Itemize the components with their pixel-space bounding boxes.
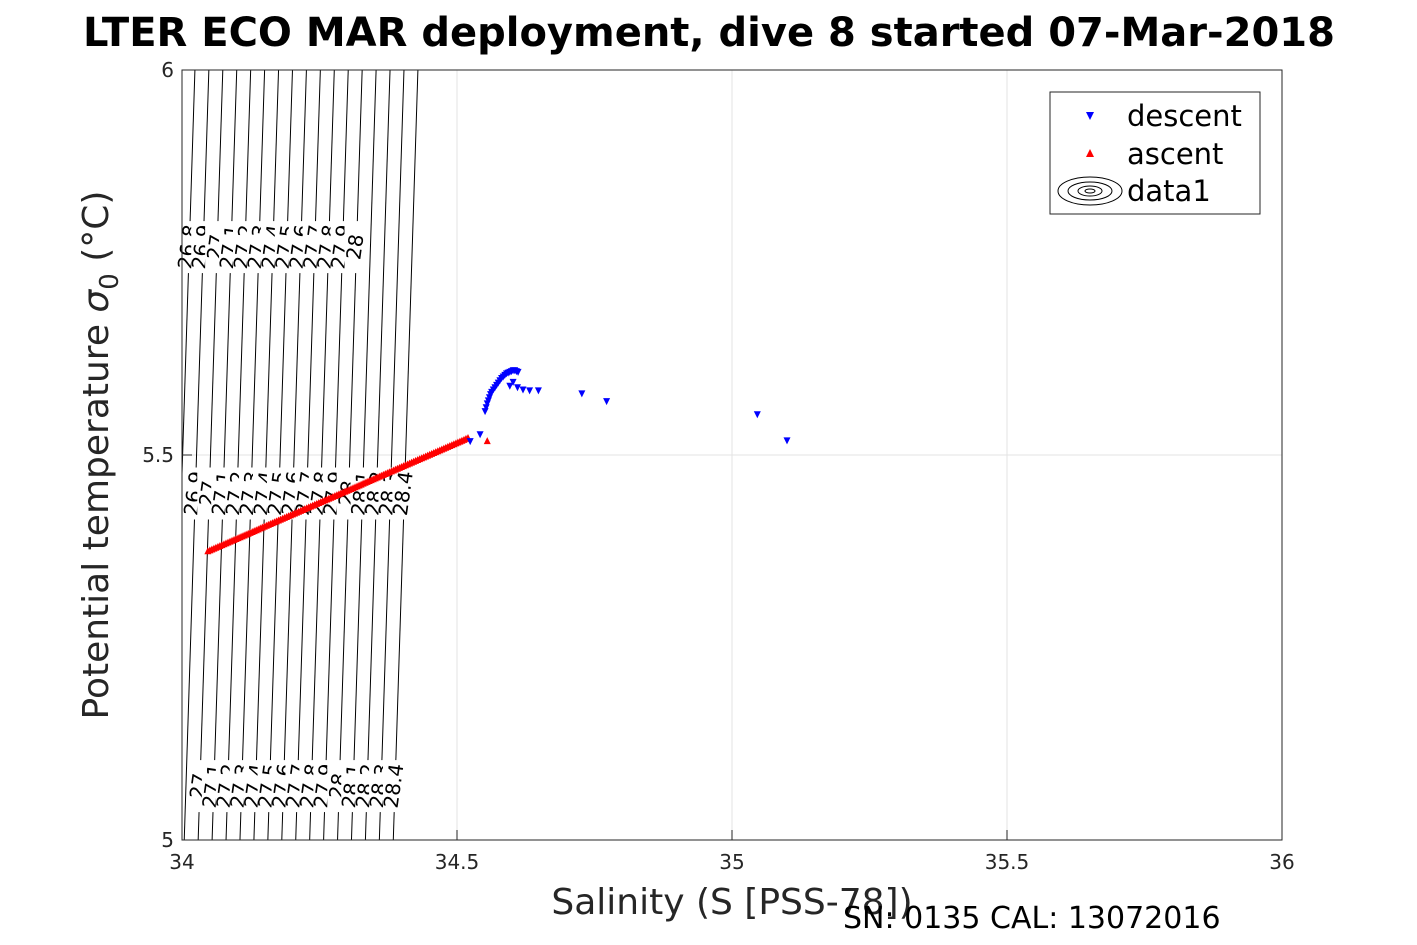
isopycnal-line: [239, 70, 266, 840]
isopycnal-line: [253, 70, 280, 840]
contour-label-bg: [392, 467, 417, 520]
isopycnal-line: [309, 70, 335, 840]
x-tick-label: 34: [169, 850, 194, 874]
descent-marker: [519, 386, 527, 394]
legend-data1-label: data1: [1127, 174, 1211, 208]
y-tick-label: 5.5: [142, 443, 174, 467]
descent-marker: [514, 368, 522, 376]
descent-marker: [603, 398, 611, 406]
isopycnal-line: [392, 70, 419, 840]
legend-descent-marker: [1086, 112, 1094, 120]
footer-serial: SN: 0135 CAL: 13072016: [843, 901, 1221, 936]
descent-marker: [506, 382, 514, 390]
isopycnal-line: [337, 70, 363, 840]
x-axis-label: Salinity (S [PSS-78]): [551, 882, 912, 923]
isopycnal-line: [295, 70, 321, 840]
x-tick-label: 35: [719, 850, 744, 874]
descent-marker: [578, 390, 586, 398]
x-tick-label: 36: [1269, 850, 1294, 874]
isopycnal-line: [197, 70, 224, 840]
y-axis-label: Potential temperature σ0 (°C): [76, 191, 125, 720]
descent-marker: [476, 431, 484, 439]
descent-marker: [753, 411, 761, 419]
x-tick-label: 34.5: [435, 850, 480, 874]
axis-ticks: 34 34.5 35 35.5 36 5 5.5 6: [142, 58, 1295, 874]
isopycnal-line: [267, 70, 293, 840]
y-axis-label-subscript: 0: [95, 273, 125, 290]
isopycnal-line: [183, 70, 210, 840]
legend: descent ascent data1: [1049, 91, 1261, 215]
legend-contour-marker: [1057, 176, 1123, 206]
descent-marker: [783, 437, 791, 445]
x-tick-label: 35.5: [985, 850, 1030, 874]
y-axis-label-unit: (°C): [76, 191, 117, 274]
y-axis-label-symbol: σ: [76, 289, 117, 313]
descent-marker: [534, 387, 542, 395]
y-axis-label-main: Potential temperature: [76, 313, 117, 720]
ascent-marker: [483, 437, 491, 445]
descent-marker: [514, 384, 521, 392]
legend-ascent-marker: [1086, 149, 1094, 157]
descent-marker: [526, 387, 534, 395]
legend-descent-label: descent: [1127, 99, 1242, 133]
isopycnal-line: [364, 70, 391, 840]
isopycnal-line: [378, 70, 405, 840]
legend-ascent-label: ascent: [1127, 137, 1223, 171]
data-markers: [204, 367, 791, 555]
chart-title: LTER ECO MAR deployment, dive 8 started …: [83, 10, 1335, 56]
contour-label-bg: [344, 221, 369, 274]
legend-box: [1049, 91, 1261, 215]
descent-marker: [509, 378, 517, 386]
contour-label-bg: [383, 760, 408, 813]
contour-label: 28: [341, 233, 368, 262]
y-tick-label: 5: [161, 828, 174, 852]
y-tick-label: 6: [161, 58, 174, 82]
isopycnal-line: [225, 70, 252, 840]
descent-marker: [466, 438, 474, 446]
isopycnal-line: [350, 70, 377, 840]
isopycnal-line: [323, 70, 349, 840]
isopycnal-line: [281, 70, 307, 840]
contour-labels: 26.826.926.927272727.127.127.127.227.227…: [173, 221, 418, 813]
isopycnal-line: [211, 70, 238, 840]
